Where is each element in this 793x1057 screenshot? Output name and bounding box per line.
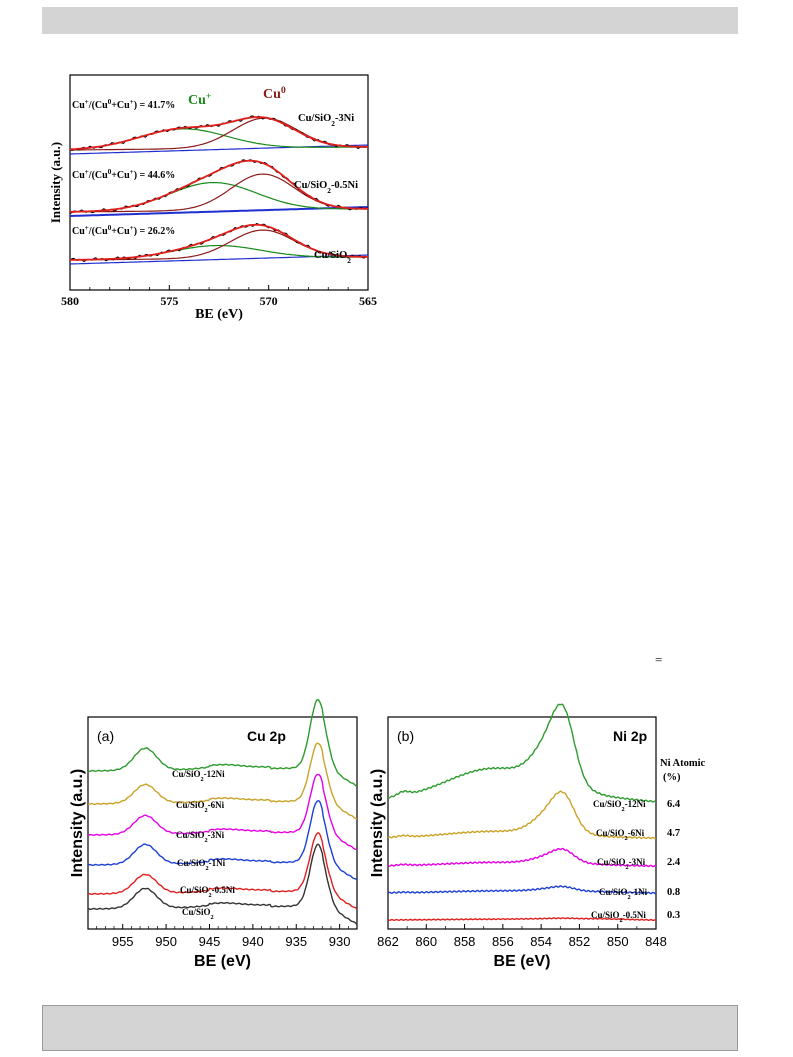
panel-title: Ni 2p: [613, 728, 647, 744]
x-tick-label: 570: [260, 294, 278, 308]
x-tick-label: 850: [607, 934, 629, 949]
ni-2p-chart: 862 860 858 856 854 852 850 848 BE (eV) Intensity…: [369, 703, 706, 970]
x-tick-label: 935: [285, 934, 307, 949]
cu-lmm-chart: 580 575 570 565 BE (eV) Intensity (a.u.) Cu+/(…: [48, 74, 377, 322]
plot-frame: [69, 74, 369, 291]
x-tick-label: 860: [415, 934, 437, 949]
ni-atomic-value: 0.3: [667, 910, 680, 921]
series-label: Cu/SiO2-3Ni: [176, 830, 225, 844]
series-label: Cu/SiO2-1Ni: [177, 858, 226, 872]
series-label: Cu/SiO2-12Ni: [172, 769, 225, 783]
sample-name: Cu/SiO2-0.5Ni: [294, 180, 358, 195]
series-line: [87, 800, 358, 881]
header-bar: [42, 7, 738, 34]
series-line: [87, 832, 358, 910]
series-line: [387, 917, 656, 922]
x-axis-label: BE (eV): [494, 953, 551, 970]
peak-label: Cu0: [263, 85, 286, 103]
x-tick-label: 580: [61, 294, 79, 308]
x-tick-label: 950: [155, 934, 177, 949]
plot-frame: [87, 716, 358, 930]
sample-name: Cu/SiO2-3Ni: [298, 113, 354, 128]
series-line: [387, 790, 657, 840]
ni-atomic-value: 4.7: [667, 828, 680, 839]
panel-title: Cu 2p: [247, 728, 286, 744]
series-label: Cu/SiO2-1Ni: [599, 887, 648, 901]
sample-name: Cu/SiO2: [314, 250, 351, 265]
series-label: Cu/SiO2: [182, 907, 214, 921]
y-axis-label: Intensity (a.u.): [48, 142, 63, 223]
x-tick-label: 955: [112, 934, 134, 949]
y-axis-label: Intensity (a.u.): [69, 769, 86, 877]
x-axis-label: BE (eV): [194, 953, 251, 970]
ni-atomic-value: 6.4: [667, 799, 681, 810]
equation-mark: =: [655, 652, 663, 667]
plot-frame: [387, 716, 657, 930]
series-label: Cu/SiO2-0.5Ni: [180, 885, 235, 899]
series-label: Cu/SiO2-0.5Ni: [591, 910, 646, 924]
panel-label: (a): [97, 728, 114, 744]
ni-atomic-unit: (%): [663, 772, 681, 783]
series-label: Cu/SiO2-3Ni: [597, 857, 646, 871]
ratio-label: Cu+/(Cu0+Cu+) = 44.6%: [72, 168, 175, 181]
x-tick-label: 856: [492, 934, 514, 949]
ratio-label: Cu+/(Cu0+Cu+) = 41.7%: [72, 98, 175, 111]
x-axis-label: BE (eV): [195, 307, 243, 322]
y-axis-label: Intensity (a.u.): [369, 769, 386, 877]
background-line: [69, 144, 369, 155]
footer-box: [42, 1005, 738, 1051]
x-tick-label: 862: [377, 934, 399, 949]
x-tick-label: 930: [329, 934, 351, 949]
ni-atomic-value: 2.4: [667, 857, 681, 868]
series-line: [87, 843, 358, 925]
series-label: Cu/SiO2-12Ni: [593, 799, 646, 813]
series-line: [387, 847, 657, 868]
series-label: Cu/SiO2-6Ni: [176, 800, 225, 814]
peak-label: Cu+: [188, 91, 212, 109]
series-line: [387, 885, 656, 895]
series-line: [87, 773, 358, 851]
x-tick-label: 854: [530, 934, 552, 949]
x-tick-label: 848: [645, 934, 667, 949]
series-line: [87, 698, 358, 787]
series-label: Cu/SiO2-6Ni: [596, 828, 645, 842]
series-line: [87, 742, 358, 820]
ni-atomic-header: Ni Atomic: [660, 758, 706, 769]
x-tick-label: 575: [160, 294, 178, 308]
x-tick-label: 945: [199, 934, 221, 949]
envelope-fit: [69, 159, 368, 213]
x-tick-label: 852: [569, 934, 591, 949]
envelope-fit: [69, 223, 368, 261]
series-line: [387, 703, 657, 803]
ratio-label: Cu+/(Cu0+Cu+) = 26.2%: [72, 224, 175, 237]
x-tick-label: 565: [359, 294, 377, 308]
envelope-fit: [69, 116, 369, 151]
ni-atomic-value: 0.8: [667, 887, 680, 898]
cu-2p-chart: 955 950 945 940 935 930 BE (eV) Intensity (a.u.…: [69, 698, 358, 970]
x-tick-label: 858: [454, 934, 476, 949]
panel-label: (b): [397, 728, 414, 744]
x-tick-label: 940: [242, 934, 264, 949]
